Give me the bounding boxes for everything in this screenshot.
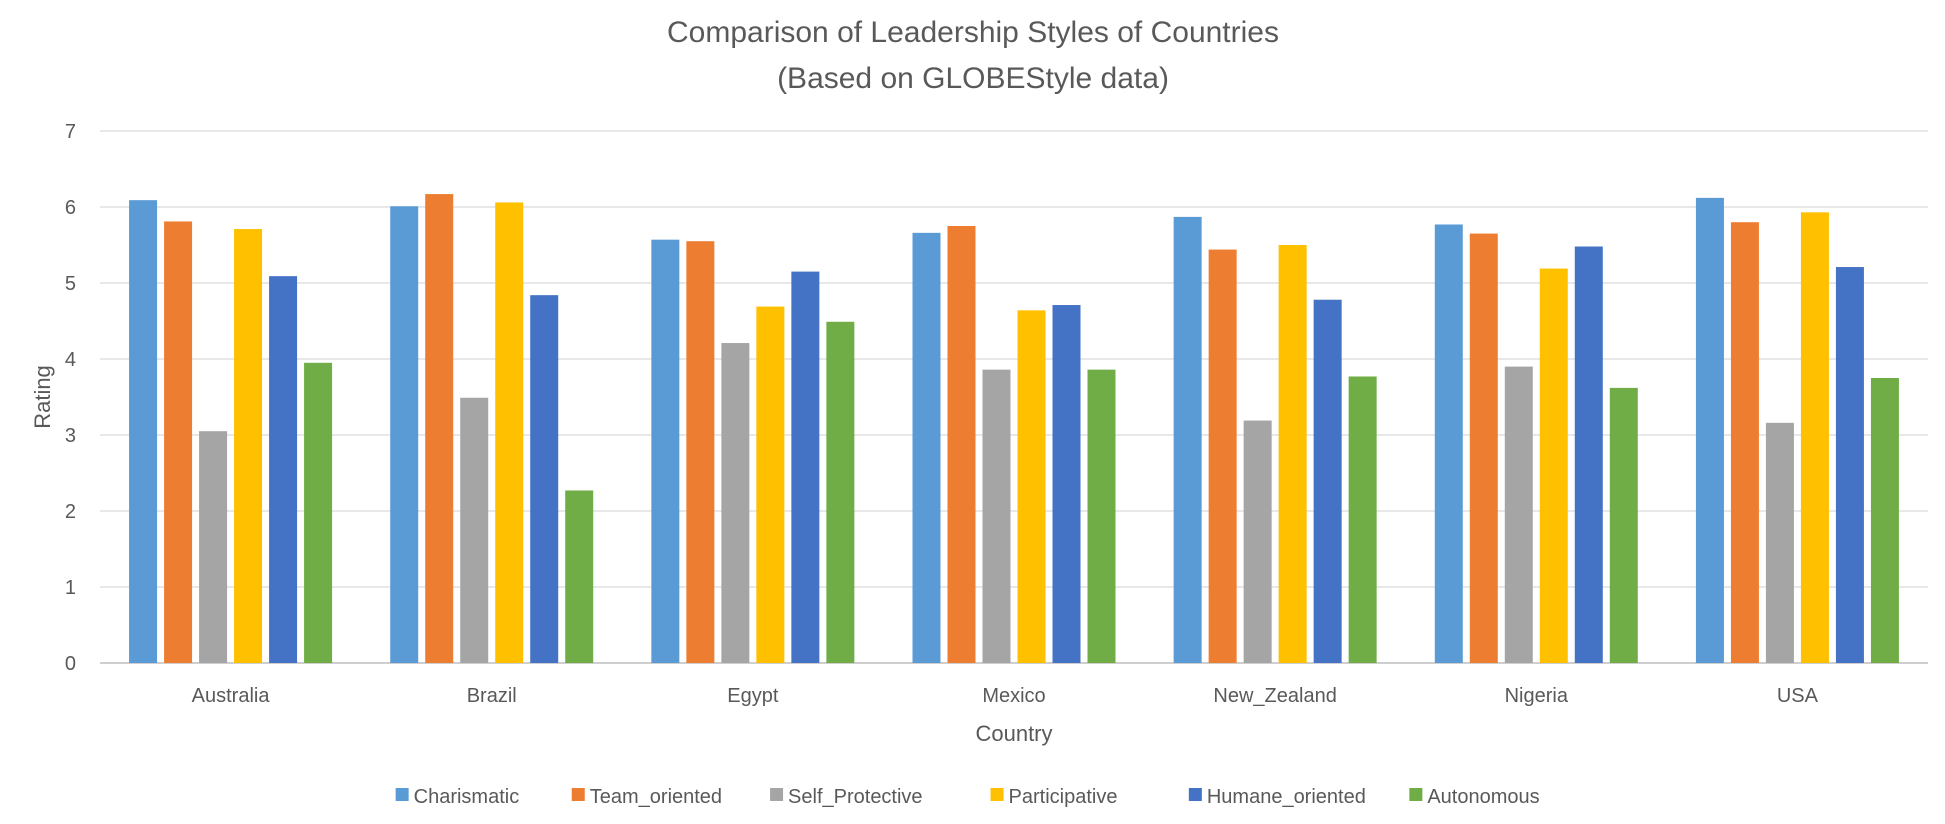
bar-participative-usa xyxy=(1800,212,1829,663)
x-tick-label: Australia xyxy=(192,685,271,707)
bar-self-protective-australia xyxy=(199,431,228,663)
x-tick-label: USA xyxy=(1777,685,1819,707)
bar-self-protective-egypt xyxy=(721,343,750,663)
bar-humane-oriented-brazil xyxy=(530,295,559,663)
bar-autonomous-australia xyxy=(304,362,333,663)
legend-item-participative: Participative xyxy=(990,786,1118,808)
bar-team-oriented-australia xyxy=(164,221,193,663)
bars xyxy=(129,194,1899,664)
bar-team-oriented-nigeria xyxy=(1469,233,1498,663)
x-axis-label: Country xyxy=(975,721,1052,746)
chart-title: Comparison of Leadership Styles of Count… xyxy=(667,16,1279,49)
bar-charismatic-new-zealand xyxy=(1173,216,1202,663)
bar-self-protective-usa xyxy=(1765,422,1794,663)
legend-label: Humane_oriented xyxy=(1207,786,1366,808)
x-tick-label: Mexico xyxy=(982,685,1045,707)
legend-item-humane-oriented: Humane_oriented xyxy=(1188,786,1366,808)
bar-humane-oriented-new-zealand xyxy=(1313,299,1342,663)
bar-autonomous-egypt xyxy=(826,321,855,663)
legend-swatch xyxy=(1188,788,1202,801)
bar-team-oriented-brazil xyxy=(425,194,454,663)
legend-item-autonomous: Autonomous xyxy=(1409,786,1540,808)
bar-humane-oriented-egypt xyxy=(791,271,820,663)
bar-humane-oriented-usa xyxy=(1835,267,1864,663)
bar-humane-oriented-nigeria xyxy=(1574,246,1603,663)
y-tick-label: 1 xyxy=(65,577,76,599)
bar-team-oriented-new-zealand xyxy=(1208,249,1237,663)
legend-item-charismatic: Charismatic xyxy=(395,786,520,808)
x-tick-label: Brazil xyxy=(467,685,517,707)
legend-item-self-protective: Self_Protective xyxy=(770,786,923,808)
y-tick-label: 7 xyxy=(65,121,76,143)
bar-team-oriented-usa xyxy=(1730,222,1759,663)
bar-self-protective-new-zealand xyxy=(1243,420,1272,663)
y-tick-label: 4 xyxy=(65,349,76,371)
bar-charismatic-australia xyxy=(129,200,158,663)
legend-swatch xyxy=(990,788,1004,801)
x-tick-label: Nigeria xyxy=(1505,685,1569,707)
bar-self-protective-mexico xyxy=(982,369,1011,663)
y-tick-label: 2 xyxy=(65,501,76,523)
legend-label: Team_oriented xyxy=(590,786,722,808)
x-axis-tick-labels: Australia Brazil Egypt Mexico New_Zealand Nig… xyxy=(192,685,1819,707)
y-axis-label: Rating xyxy=(30,365,55,429)
bar-autonomous-new-zealand xyxy=(1348,376,1377,663)
bar-self-protective-nigeria xyxy=(1504,366,1533,663)
chart-subtitle: (Based on GLOBEStyle data) xyxy=(777,62,1169,95)
bar-participative-australia xyxy=(234,229,263,664)
y-tick-label: 3 xyxy=(65,425,76,447)
legend-label: Self_Protective xyxy=(788,786,923,808)
legend-label: Autonomous xyxy=(1427,786,1539,808)
legend-label: Participative xyxy=(1009,786,1118,808)
bar-team-oriented-mexico xyxy=(947,226,976,663)
bar-team-oriented-egypt xyxy=(686,241,715,663)
bar-autonomous-nigeria xyxy=(1609,387,1638,663)
bar-autonomous-mexico xyxy=(1087,369,1116,663)
legend-label: Charismatic xyxy=(414,786,520,808)
y-axis-tick-labels: 0 1 2 3 4 5 6 7 xyxy=(65,121,76,675)
legend-swatch xyxy=(571,788,585,801)
y-tick-label: 5 xyxy=(65,273,76,295)
bar-humane-oriented-australia xyxy=(269,276,298,663)
bar-charismatic-nigeria xyxy=(1434,224,1463,664)
bar-charismatic-usa xyxy=(1695,197,1724,663)
y-tick-label: 6 xyxy=(65,197,76,219)
bar-autonomous-usa xyxy=(1870,378,1899,663)
legend: Charismatic Team_oriented Self_Protective P… xyxy=(395,786,1540,808)
bar-participative-brazil xyxy=(495,202,524,663)
bar-charismatic-mexico xyxy=(912,232,941,663)
bar-participative-new-zealand xyxy=(1278,245,1307,663)
legend-swatch xyxy=(395,788,409,801)
gridlines xyxy=(100,130,1928,664)
bar-autonomous-brazil xyxy=(565,490,594,663)
bar-humane-oriented-mexico xyxy=(1052,305,1081,663)
legend-swatch xyxy=(770,788,784,801)
legend-swatch xyxy=(1409,788,1423,801)
bar-participative-nigeria xyxy=(1539,268,1568,663)
x-tick-label: Egypt xyxy=(727,685,779,707)
bar-participative-egypt xyxy=(756,306,785,663)
x-tick-label: New_Zealand xyxy=(1213,685,1336,707)
bar-charismatic-egypt xyxy=(651,239,680,663)
legend-item-team-oriented: Team_oriented xyxy=(571,786,722,808)
bar-self-protective-brazil xyxy=(460,397,489,663)
bar-participative-mexico xyxy=(1017,310,1046,663)
y-tick-label: 0 xyxy=(65,653,76,675)
bar-charismatic-brazil xyxy=(390,206,419,664)
